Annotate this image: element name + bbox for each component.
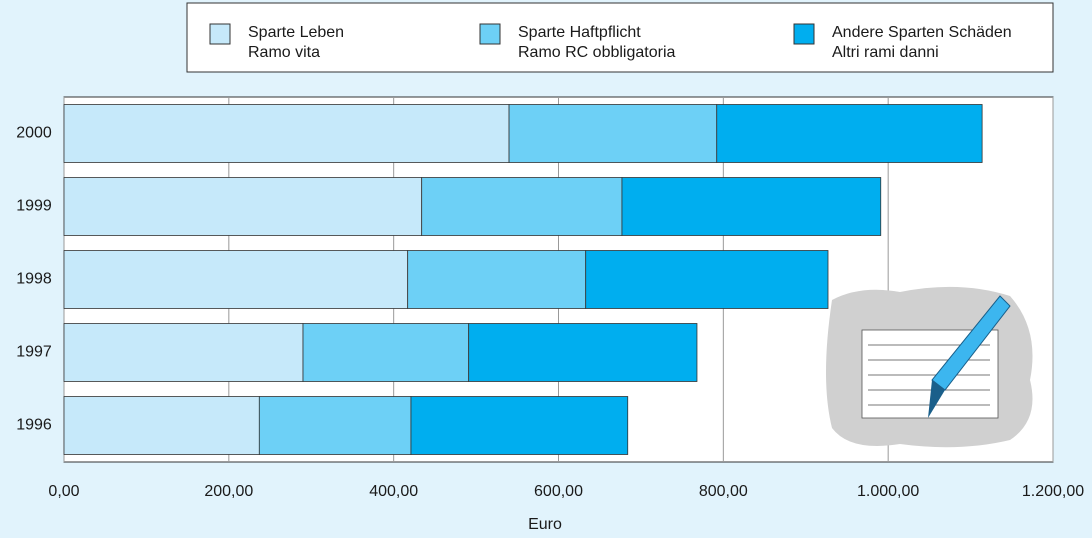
bar-segment: [302, 323, 470, 382]
y-tick-label: 1997: [16, 344, 52, 361]
x-tick-label: 0,00: [48, 483, 79, 500]
bar-segment: [621, 177, 882, 236]
bar-segment: [468, 323, 698, 382]
legend-label: Ramo vita: [248, 44, 320, 61]
x-tick-label: 400,00: [369, 483, 418, 500]
bar-segment: [410, 396, 629, 455]
legend-label: Ramo RC obbligatoria: [518, 44, 676, 61]
x-tick-label: 600,00: [534, 483, 583, 500]
x-axis-label: Euro: [528, 516, 562, 533]
legend-label: Sparte Leben: [248, 24, 344, 41]
x-tick-label: 1.000,00: [857, 483, 919, 500]
x-tick-label: 800,00: [699, 483, 748, 500]
bar-segment: [258, 396, 412, 455]
bar-segment: [716, 104, 983, 163]
y-tick-label: 1999: [16, 198, 52, 215]
bar-segment: [508, 104, 718, 163]
bar-segment: [63, 323, 304, 382]
bar-segment: [63, 396, 260, 455]
bar-segment: [585, 250, 829, 309]
bar-segment: [407, 250, 587, 309]
y-tick-label: 2000: [16, 125, 52, 142]
y-tick-label: 1998: [16, 271, 52, 288]
x-tick-label: 200,00: [204, 483, 253, 500]
legend-label: Andere Sparten Schäden: [832, 24, 1012, 41]
legend-label: Sparte Haftpflicht: [518, 24, 641, 41]
legend-swatch: [479, 23, 501, 45]
x-tick-label: 1.200,00: [1022, 483, 1084, 500]
bar-segment: [421, 177, 623, 236]
legend-label: Altri rami danni: [832, 44, 939, 61]
legend-swatch: [209, 23, 231, 45]
y-tick-label: 1996: [16, 417, 52, 434]
bar-segment: [63, 250, 409, 309]
bar-segment: [63, 104, 510, 163]
legend-swatch: [793, 23, 815, 45]
legend-box: [186, 2, 1054, 73]
bar-segment: [63, 177, 423, 236]
illustration: [826, 286, 1033, 448]
